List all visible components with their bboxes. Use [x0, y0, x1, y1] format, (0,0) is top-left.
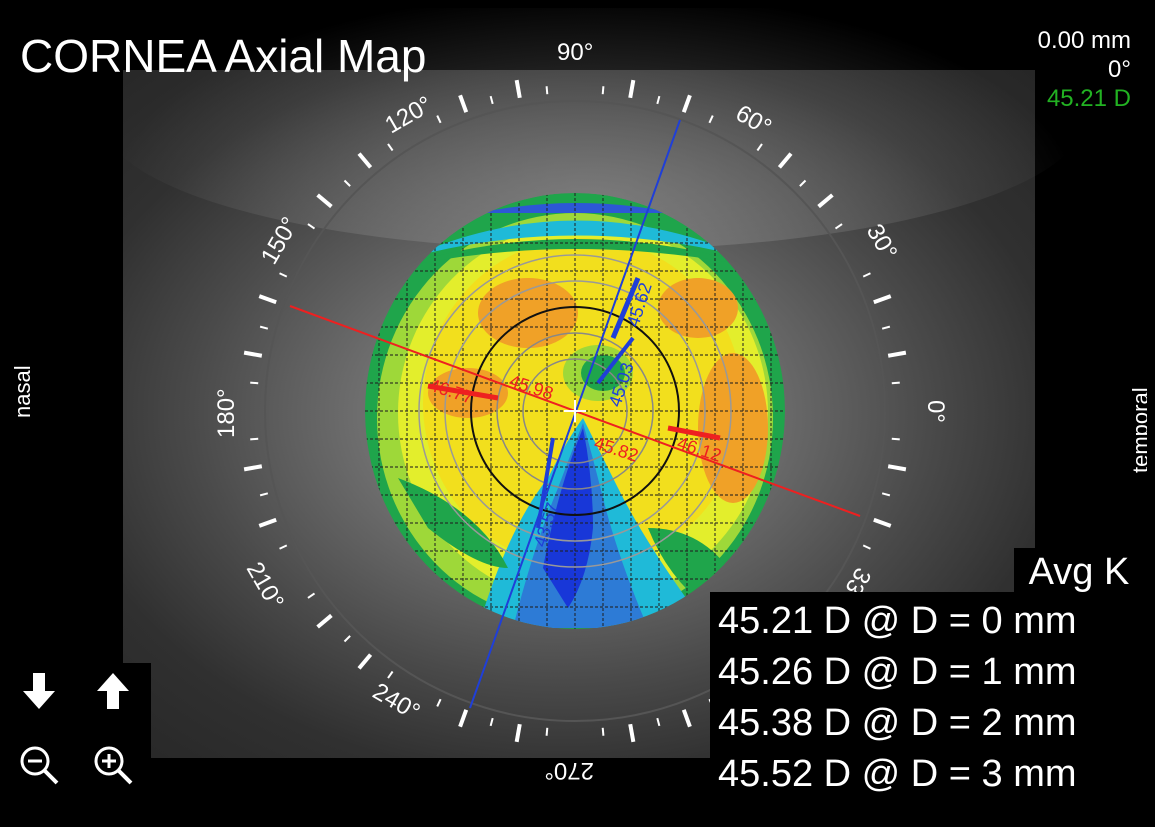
angle-tick: [873, 517, 892, 528]
angle-tick: [514, 723, 522, 743]
angle-tick: [243, 464, 263, 472]
angle-tick: [343, 635, 351, 643]
angle-tick: [458, 709, 469, 728]
zone-circles: [418, 254, 732, 568]
angle-tick: [756, 143, 763, 152]
angle-tick: [681, 94, 692, 113]
zoom-in-button[interactable]: [90, 742, 136, 788]
angle-ticks: [243, 79, 907, 743]
angle-tick: [387, 670, 394, 679]
angle-tick: [279, 544, 288, 550]
arrow-down-button[interactable]: [16, 668, 62, 714]
angle-tick: [436, 698, 442, 707]
zoom-in-icon: [94, 746, 133, 785]
angle-tick: [777, 152, 793, 169]
topography-map[interactable]: 46.77 45.98 45.82 46.12 45.62 45.03 43.5…: [8, 8, 1147, 819]
eye-image: [103, 8, 1083, 758]
angle-tick: [881, 325, 891, 330]
angle-tick: [489, 717, 494, 727]
angle-label-60: 60°: [731, 100, 776, 142]
angle-tick: [891, 381, 900, 385]
angle-tick: [357, 152, 373, 169]
outer-ring: [264, 100, 886, 722]
steep-meridian-segment: [427, 383, 499, 401]
cursor-readout: 0.00 mm 0° 45.21 D: [1038, 26, 1131, 113]
angle-tick: [628, 723, 636, 743]
angle-tick: [887, 464, 907, 472]
angle-tick: [259, 492, 269, 497]
angle-tick: [436, 115, 442, 124]
avg-k-panel: [710, 592, 1139, 819]
angle-tick: [891, 437, 900, 441]
angle-tick: [862, 544, 871, 550]
avg-k-row: 45.38 D @ D = 2 mm: [718, 702, 1077, 744]
angle-tick: [307, 223, 316, 230]
avg-k-row: 45.21 D @ D = 0 mm: [718, 600, 1077, 642]
arrow-down-icon: [23, 673, 55, 709]
page-title: CORNEA Axial Map: [20, 30, 427, 82]
angle-tick: [656, 717, 661, 727]
arrow-up-button[interactable]: [90, 668, 136, 714]
angle-label-270: 270°: [544, 757, 594, 784]
nasal-label: nasal: [10, 365, 35, 418]
angle-tick: [387, 143, 394, 152]
angle-tick: [834, 223, 843, 230]
zoom-out-button[interactable]: [16, 742, 62, 788]
angle-tick: [656, 95, 661, 105]
flat-meridian-segment: [610, 277, 641, 339]
angle-tick: [514, 79, 522, 99]
angle-tick: [887, 350, 907, 358]
angle-tick: [343, 179, 351, 187]
angle-tick: [545, 86, 549, 95]
angle-tick: [601, 86, 605, 95]
avg-k-row: 45.26 D @ D = 1 mm: [718, 651, 1077, 693]
angle-label-240: 240°: [368, 678, 424, 726]
angle-label-150: 150°: [256, 213, 304, 269]
steep-meridian-segment: [667, 425, 721, 441]
map-frame: 46.77 45.98 45.82 46.12 45.62 45.03 43.5…: [8, 8, 1147, 819]
angle-tick: [316, 613, 333, 629]
angle-tick: [357, 653, 373, 670]
readout-distance: 0.00 mm: [1037, 27, 1131, 54]
angle-tick: [873, 294, 892, 305]
map-controls: [8, 663, 151, 813]
avg-k-title: Avg K: [1014, 548, 1144, 596]
angle-label-210: 210°: [241, 558, 289, 614]
avg-k-row: 45.52 D @ D = 3 mm: [718, 753, 1077, 795]
zoom-out-icon: [20, 746, 59, 785]
angle-tick: [250, 381, 259, 385]
angle-tick: [545, 727, 549, 736]
angle-label-90: 90°: [557, 39, 593, 66]
angle-label-30: 30°: [861, 220, 903, 265]
angle-tick: [316, 193, 333, 209]
arrow-up-icon: [97, 673, 129, 709]
angle-tick: [258, 294, 277, 305]
angle-label-120: 120°: [381, 91, 437, 139]
readout-angle: 0°: [1108, 56, 1131, 83]
angle-label-180: 180°: [213, 388, 240, 438]
readout-power: 45.21 D: [1046, 85, 1131, 112]
angle-tick: [458, 94, 469, 113]
angle-label-0: 0°: [922, 400, 949, 423]
flat-meridian-segment: [596, 336, 635, 385]
angle-tick: [862, 272, 871, 278]
angle-tick: [279, 272, 288, 278]
angle-tick: [259, 325, 269, 330]
angle-tick: [243, 350, 263, 358]
angle-tick: [881, 492, 891, 497]
angle-tick: [601, 727, 605, 736]
angle-tick: [250, 437, 259, 441]
angle-tick: [708, 115, 714, 124]
angle-tick: [628, 79, 636, 99]
angle-tick: [307, 592, 316, 599]
angle-tick: [681, 709, 692, 728]
center-crosshair-icon[interactable]: [564, 400, 586, 422]
flat-meridian-segment: [536, 437, 555, 529]
angle-tick: [258, 517, 277, 528]
angle-tick: [489, 95, 494, 105]
temporal-label: temporal: [1128, 387, 1147, 473]
angle-tick: [799, 179, 807, 187]
angle-tick: [817, 193, 834, 209]
